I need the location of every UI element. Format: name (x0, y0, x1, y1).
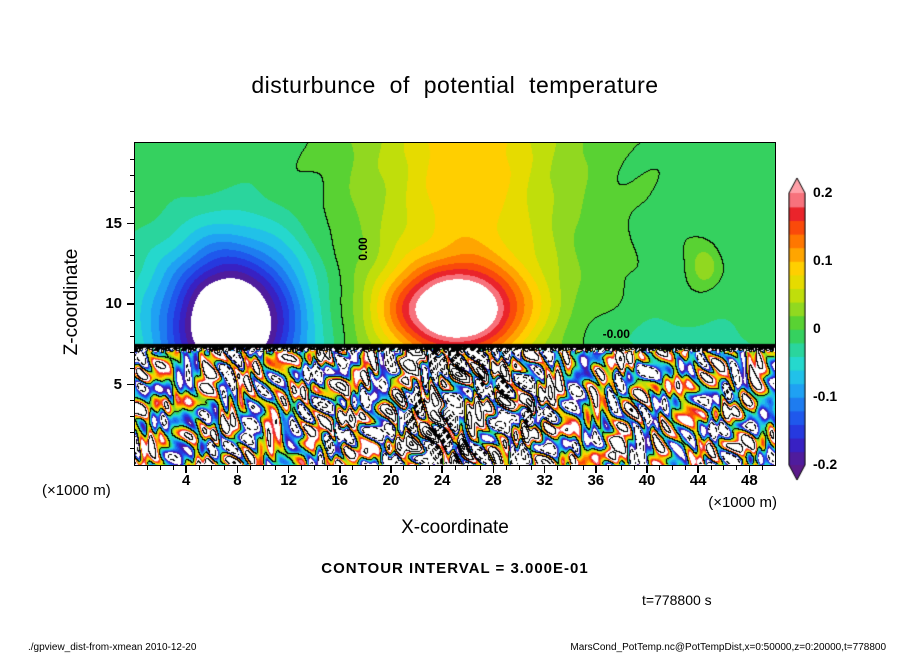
x-axis-minor-tick (262, 466, 264, 470)
colorbar-tick-label: 0.2 (813, 184, 833, 200)
x-axis-minor-tick (736, 466, 738, 470)
y-axis-title: Z-coordinate (61, 248, 82, 356)
x-axis-tick (236, 466, 239, 473)
x-axis-minor-tick (710, 466, 712, 470)
x-axis-minor-tick (569, 466, 571, 470)
colorbar-tick-label: 0.1 (813, 252, 833, 268)
x-axis-minor-tick (198, 466, 200, 470)
x-axis-minor-tick (480, 466, 482, 470)
x-axis-unit-label: (×1000 m) (708, 494, 777, 511)
x-axis-minor-tick (352, 466, 354, 470)
x-axis-tick (390, 466, 392, 473)
footer-command: ./gpview_dist-from-xmean 2010-12-20 (28, 642, 197, 653)
x-axis-minor-tick (172, 466, 174, 470)
time-label: t=778800 s (642, 592, 712, 608)
z-axis-tick-label: 10 (105, 295, 122, 312)
x-axis-tick (543, 466, 546, 473)
colorbar-tick-label: -0.1 (813, 388, 838, 404)
z-axis-tick (127, 222, 134, 225)
plot-title: disturbunce of potential temperature (251, 72, 659, 98)
x-axis-tick-label: 36 (587, 472, 605, 489)
x-axis-tick-label: 32 (536, 472, 553, 489)
x-axis-minor-tick (608, 466, 610, 470)
footer-source: MarsCond_PotTemp.nc@PotTempDist,x=0:5000… (570, 642, 886, 653)
x-axis-minor-tick (761, 466, 763, 470)
x-axis-tick (185, 466, 187, 473)
x-axis-tick (595, 466, 597, 473)
x-axis-minor-tick (505, 466, 507, 470)
x-axis-minor-tick (300, 466, 302, 470)
x-axis-minor-tick (531, 466, 533, 470)
x-axis-minor-tick (147, 466, 149, 470)
x-axis-minor-tick (620, 466, 622, 470)
x-axis-tick (441, 466, 443, 473)
x-axis-minor-tick (659, 466, 661, 470)
z-axis-tick (127, 303, 134, 305)
x-axis-minor-tick (672, 466, 674, 470)
x-axis-minor-tick (160, 466, 162, 470)
x-axis-tick-label: 24 (433, 472, 451, 489)
x-axis-tick-label: 20 (382, 472, 400, 489)
x-axis-minor-tick (249, 466, 251, 470)
x-axis-minor-tick (313, 466, 315, 470)
x-axis-tick (646, 466, 648, 473)
x-axis-minor-tick (403, 466, 405, 470)
x-axis-title: X-coordinate (401, 517, 509, 538)
x-axis-tick (287, 466, 290, 473)
x-axis-minor-tick (364, 466, 366, 470)
x-axis-minor-tick (556, 466, 558, 470)
x-axis-minor-tick (377, 466, 379, 470)
colorbar-tick-label: -0.2 (813, 456, 838, 472)
z-axis-tick-label: 15 (105, 214, 122, 232)
x-axis-tick-label: 44 (689, 472, 707, 489)
x-axis-minor-tick (723, 466, 725, 470)
colorbar (788, 177, 806, 481)
x-axis-tick-label: 40 (638, 472, 656, 489)
contour-plot-canvas (135, 143, 775, 465)
x-axis-minor-tick (684, 466, 686, 470)
x-axis-tick-label: 12 (280, 472, 297, 489)
x-axis-minor-tick (454, 466, 456, 470)
x-axis-tick-label: 48 (741, 472, 758, 489)
x-axis-tick (339, 466, 341, 473)
x-axis-minor-tick (633, 466, 635, 470)
x-axis-tick-label: 4 (182, 472, 191, 489)
x-axis-minor-tick (275, 466, 277, 470)
z-axis-tick (127, 383, 134, 386)
x-axis-minor-tick (211, 466, 213, 470)
x-axis-minor-tick (416, 466, 418, 470)
x-axis-tick-label: 16 (331, 472, 349, 489)
plot-frame (134, 142, 776, 466)
x-axis-minor-tick (428, 466, 430, 470)
x-axis-tick (697, 466, 699, 473)
colorbar-tick-label: 0 (813, 320, 821, 336)
x-axis-tick-label: 28 (485, 472, 502, 489)
x-axis-tick (492, 466, 495, 473)
x-axis-minor-tick (582, 466, 584, 470)
x-axis-minor-tick (224, 466, 226, 470)
z-axis-unit-label: (×1000 m) (42, 482, 111, 499)
x-axis-tick-label: 8 (233, 472, 242, 489)
x-axis-minor-tick (518, 466, 520, 470)
x-axis-minor-tick (467, 466, 469, 470)
contour-interval-label: CONTOUR INTERVAL = 3.000E-01 (321, 560, 589, 577)
x-axis-minor-tick (326, 466, 328, 470)
x-axis-tick (748, 466, 751, 473)
z-axis-tick-label: 5 (113, 375, 122, 393)
